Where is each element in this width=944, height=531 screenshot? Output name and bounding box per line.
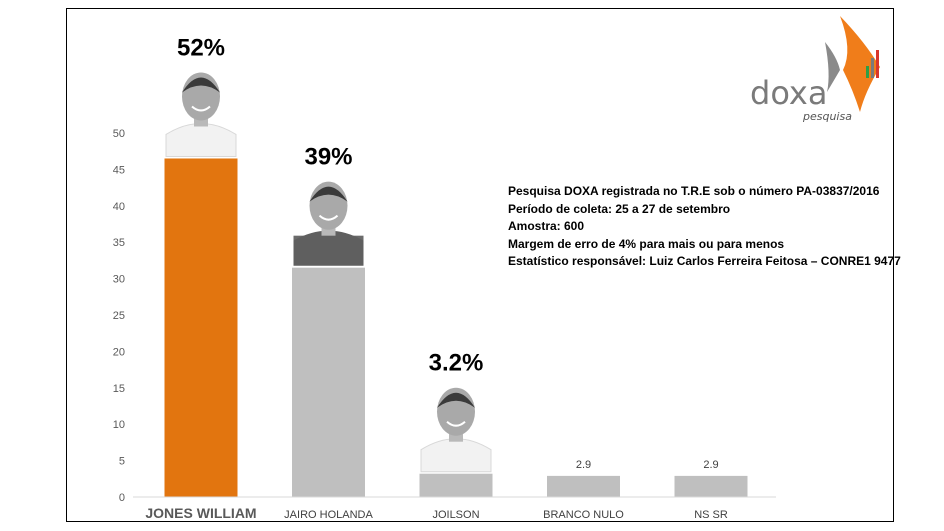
- category-label: BRANCO NULO: [543, 509, 624, 521]
- y-tick-label: 15: [113, 383, 125, 395]
- info-line-period: Período de coleta: 25 a 27 de setembro: [508, 201, 731, 216]
- category-label: JONES WILLIAM: [145, 505, 256, 521]
- y-tick-label: 45: [113, 164, 125, 176]
- percent-label: 39%: [304, 144, 352, 171]
- category-label: JAIRO HOLANDA: [284, 509, 373, 521]
- y-tick-label: 30: [113, 274, 125, 286]
- info-line-registration: Pesquisa DOXA registrada no T.R.E sob o …: [508, 184, 880, 198]
- logo-orange-swoosh: [840, 16, 880, 112]
- bar: [292, 267, 365, 497]
- category-label: JOILSON: [432, 509, 479, 521]
- doxa-logo: doxa pesquisa: [750, 16, 880, 123]
- info-line-margin: Margem de erro de 4% para mais ou para m…: [508, 236, 785, 251]
- info-line-sample: Amostra: 600: [508, 219, 585, 233]
- logo-gray-swoosh: [825, 42, 840, 92]
- info-line-statistician: Estatístico responsável: Luiz Carlos Fer…: [508, 254, 901, 268]
- y-axis: 0 5 10 15 20 25 30 35 40 45 50: [113, 128, 125, 504]
- logo-bar-green: [866, 66, 869, 78]
- bars: [164, 72, 748, 498]
- y-tick-label: 50: [113, 128, 125, 140]
- bar: [547, 475, 620, 497]
- survey-info: Pesquisa DOXA registrada no T.R.E sob o …: [508, 183, 901, 271]
- candidate-photo: [165, 72, 237, 157]
- y-tick-label: 35: [113, 237, 125, 249]
- chart-frame: [66, 8, 894, 522]
- y-tick-label: 20: [113, 346, 125, 358]
- y-tick-label: 10: [113, 419, 125, 431]
- bar: [674, 475, 748, 497]
- y-tick-label: 5: [119, 456, 125, 468]
- logo-bar-red: [876, 50, 879, 78]
- logo-word: doxa: [750, 74, 827, 112]
- candidate-photo: [293, 181, 364, 266]
- logo-bar-gray: [871, 58, 874, 78]
- y-tick-label: 25: [113, 310, 125, 322]
- category-label: NS SR: [694, 509, 728, 521]
- percent-label: 3.2%: [429, 350, 484, 377]
- y-tick-label: 0: [119, 492, 125, 504]
- value-label: 2.9: [576, 459, 591, 471]
- logo-sub: pesquisa: [802, 110, 852, 123]
- percent-label: 52%: [177, 34, 225, 61]
- bar: [164, 158, 238, 498]
- bar: [419, 473, 493, 497]
- candidate-photo: [420, 387, 492, 473]
- y-tick-label: 40: [113, 201, 125, 213]
- labels: JONES WILLIAM 52% JAIRO HOLANDA 39% JOILSON 3…: [145, 34, 727, 521]
- value-label: 2.9: [703, 459, 718, 471]
